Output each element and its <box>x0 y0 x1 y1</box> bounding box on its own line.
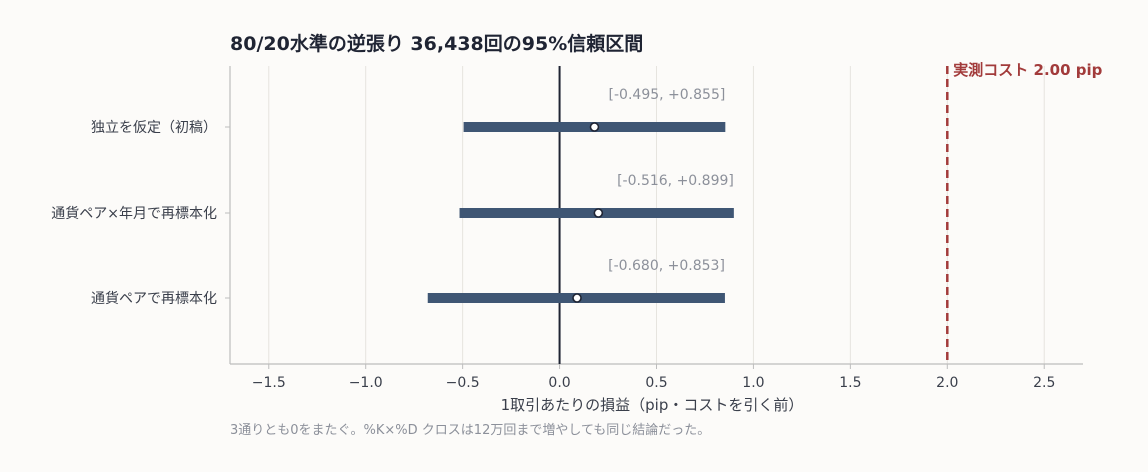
footnote: 3通りとも0をまたぐ。%K×%D クロスは12万回まで増やしても同じ結論だった。 <box>230 422 710 438</box>
x-tick-label-0: −1.5 <box>252 375 286 391</box>
ci-label-2: [-0.680, +0.853] <box>608 258 725 274</box>
x-tick-label-2: −0.5 <box>446 375 480 391</box>
point-estimate-1 <box>593 208 604 218</box>
labels-layer: [-0.495, +0.855] [-0.516, +0.899] [-0.680,… <box>608 87 734 274</box>
axes-layer: −1.5 −1.0 −0.5 0.0 0.5 1.0 1.5 2.0 2.5 独立を仮定（初稿） 通… <box>51 66 1083 391</box>
x-tick-label-8: 2.5 <box>1033 375 1055 391</box>
y-tick-label-0: 独立を仮定（初稿） <box>91 119 217 136</box>
x-tick-label-4: 0.5 <box>645 375 667 391</box>
x-tick-label-7: 2.0 <box>936 375 958 391</box>
ci-label-0: [-0.495, +0.855] <box>609 87 726 103</box>
y-tick-label-1: 通貨ペア×年月で再標本化 <box>51 205 217 222</box>
chart-title: 80/20水準の逆張り 36,438回の95%信頼区間 <box>230 32 643 55</box>
x-tick-label-3: 0.0 <box>548 375 570 391</box>
y-tick-label-2: 通貨ペアで再標本化 <box>91 290 217 307</box>
x-tick-label-5: 1.0 <box>742 375 764 391</box>
point-estimate-2 <box>572 293 582 303</box>
x-tick-label-1: −1.0 <box>349 375 383 391</box>
cost-reference-label: 実測コスト 2.00 pip <box>953 61 1102 79</box>
x-axis-label: 1取引あたりの損益（pip・コストを引く前） <box>501 396 804 414</box>
marks-layer <box>427 122 734 303</box>
x-tick-label-6: 1.5 <box>839 375 861 391</box>
ci-label-1: [-0.516, +0.899] <box>617 173 734 189</box>
point-estimate-0 <box>589 122 600 132</box>
